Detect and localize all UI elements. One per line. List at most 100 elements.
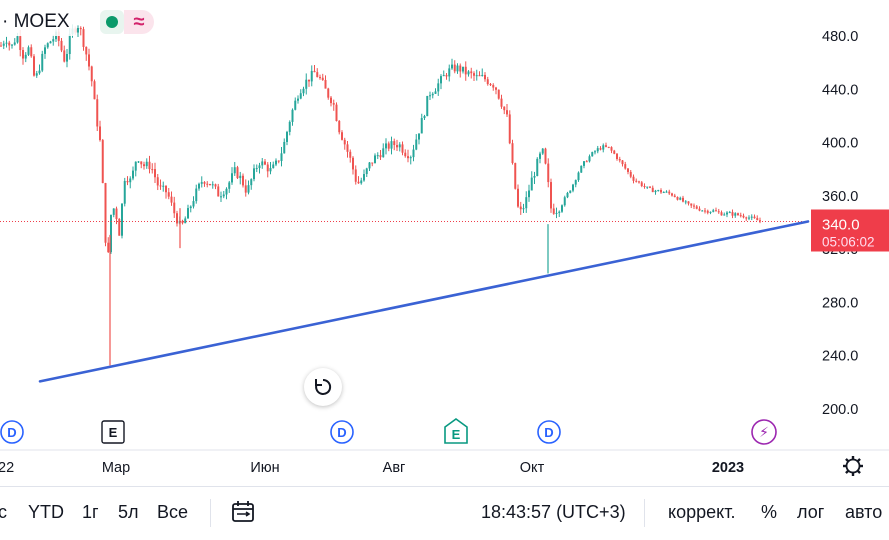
candle-body — [456, 65, 459, 72]
x-tick-label: 2023 — [712, 460, 744, 476]
candle-body — [585, 161, 588, 163]
trend-line-path — [38, 220, 810, 383]
candle-body — [431, 93, 434, 96]
symbol-title[interactable]: · MOEX — [0, 8, 76, 36]
trend-line[interactable] — [38, 220, 810, 383]
candle-body — [38, 70, 41, 74]
candle-body — [723, 214, 726, 216]
candle-body — [709, 211, 712, 213]
event-marker-dividend[interactable]: D — [0, 420, 24, 444]
candle-body — [239, 175, 242, 179]
candle-body — [357, 181, 360, 184]
candle-body — [544, 148, 547, 164]
candle-body — [640, 182, 643, 187]
candle-body — [492, 85, 495, 88]
candle-body — [638, 181, 640, 183]
candle-body — [660, 190, 662, 193]
candle-body — [283, 141, 286, 154]
candle-body — [464, 66, 467, 75]
candle-body — [486, 79, 489, 85]
candle-body — [605, 145, 607, 147]
candle-body — [390, 141, 393, 149]
auto-button[interactable]: авто — [845, 502, 883, 522]
candle-body — [305, 79, 308, 89]
candle-body — [423, 116, 426, 119]
compare-wave-button[interactable]: ≈ — [124, 10, 154, 34]
candle-body — [687, 201, 690, 204]
candle-body — [627, 168, 629, 172]
y-tick-label: 240.0 — [822, 349, 858, 365]
candle-body — [324, 79, 327, 89]
date-range-button[interactable] — [230, 499, 256, 530]
event-markers[interactable]: D E D E D ⚡ — [0, 418, 777, 445]
candle-body — [349, 151, 352, 158]
candle-body — [154, 169, 156, 178]
candle-body — [451, 64, 453, 69]
candle-body — [470, 71, 473, 74]
market-status-icon[interactable] — [100, 10, 124, 34]
candle-body — [734, 213, 737, 216]
candle-body — [112, 208, 115, 215]
candle-body — [404, 152, 407, 157]
clock-time[interactable]: 18:43:57 (UTC+3) — [481, 502, 626, 522]
candle-body — [195, 188, 198, 202]
adjust-button[interactable]: коррект. — [668, 502, 736, 522]
event-marker-dividend[interactable]: D — [330, 420, 354, 444]
event-marker-earnings[interactable]: E — [101, 420, 125, 444]
candle-body — [338, 120, 341, 133]
x-tick-label: Мар — [102, 460, 130, 476]
candle-body — [181, 220, 184, 224]
event-marker-earnings-future[interactable]: E — [444, 418, 468, 444]
candle-body — [2, 43, 5, 46]
dividend-icon — [0, 420, 24, 444]
candle-body — [629, 171, 632, 177]
candle-body — [657, 190, 660, 192]
candle-body — [387, 143, 390, 149]
candle-body — [200, 182, 203, 184]
log-button[interactable]: лог — [797, 502, 825, 522]
candle-body — [563, 197, 566, 206]
candle-body — [489, 84, 492, 86]
candle-body — [500, 98, 503, 107]
x-axis: 22 Мар Июн Авг Окт 2023 — [0, 449, 889, 476]
x-tick-label: 22 — [0, 460, 14, 476]
candle-body — [701, 210, 704, 212]
event-marker-split[interactable]: ⚡ — [751, 419, 777, 445]
settings-icon[interactable] — [843, 456, 863, 476]
x-tick-label: Авг — [383, 460, 406, 476]
candle-body — [632, 176, 635, 181]
candle-body — [79, 27, 82, 30]
earnings-future-icon — [444, 418, 468, 444]
candle-body — [272, 164, 275, 169]
range-1y-button[interactable]: 1г — [82, 502, 99, 522]
range-ytd-button[interactable]: YTD — [28, 502, 64, 522]
dividend-icon — [537, 420, 561, 444]
candle-body — [695, 206, 698, 209]
event-marker-dividend[interactable]: D — [537, 420, 561, 444]
candle-body — [242, 175, 244, 186]
percent-button[interactable]: % — [761, 502, 778, 522]
candle-body — [327, 88, 330, 98]
range-all-button[interactable]: Все — [157, 502, 189, 522]
reset-chart-button[interactable] — [304, 368, 342, 406]
candle-body — [206, 183, 209, 185]
range-5y-button[interactable]: 5л — [118, 502, 139, 522]
candle-body — [156, 177, 159, 186]
candle-body — [528, 190, 530, 198]
candle-body — [5, 42, 8, 44]
candle-body — [90, 66, 93, 82]
candle-body — [365, 168, 368, 175]
toolbar-divider — [210, 499, 211, 527]
candle-body — [753, 216, 756, 219]
candle-body — [330, 97, 332, 104]
candle-body — [82, 29, 85, 47]
candle-body — [13, 42, 16, 45]
candle-body — [379, 155, 382, 158]
candle-body — [679, 197, 682, 200]
candle-body — [440, 76, 442, 84]
candle-body — [33, 56, 35, 76]
candle-body — [506, 110, 508, 115]
candle-body — [24, 54, 27, 59]
range-partial-button[interactable]: с — [0, 502, 7, 522]
